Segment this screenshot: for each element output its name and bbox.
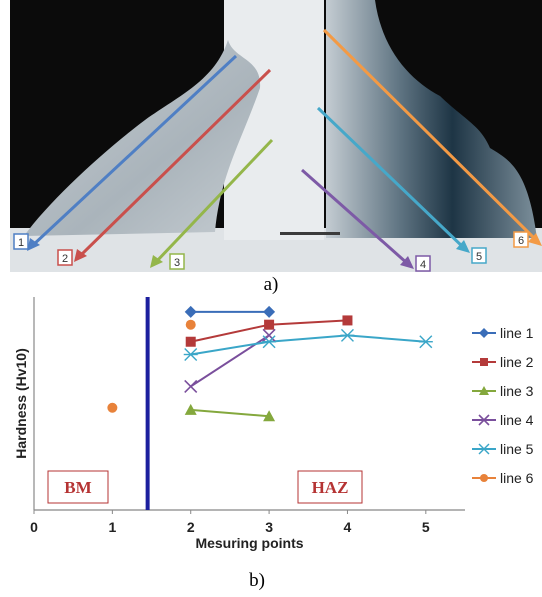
photo-label-4: 4 [420,259,426,271]
photo-arrowhead-1 [27,238,40,251]
photo-arrow-3 [154,138,274,264]
x-tick-label: 0 [30,519,38,535]
series-line-6-point [185,319,196,330]
photo-label-2: 2 [62,253,68,265]
legend-label-line-5: line 5 [500,441,534,457]
series-line-6-point [107,402,118,413]
series-line-1-point [184,305,197,318]
legend-marker-line-2 [480,358,488,366]
weld-macrograph: 1 2 3 4 5 6 [10,0,542,272]
series-line-3-point [263,410,276,422]
legend-marker-line-3 [479,386,489,395]
legend-marker-line-6 [480,474,488,482]
photo-label-box-3 [169,253,185,270]
legend-label-line-1: line 1 [500,325,534,341]
x-tick-label: 1 [108,519,116,535]
series-line-3-line [190,408,270,418]
caption-a: a) [263,274,279,295]
region-label-bm: BM [64,478,91,497]
photo-label-6: 6 [518,235,524,247]
legend-marker-line-4 [478,414,490,426]
legend-marker-line-1 [479,328,489,338]
photo-label-box-4 [415,255,431,272]
legend-label-line-2: line 2 [500,354,534,370]
series-line-1-point [263,305,276,318]
photo-label-box-2 [57,249,73,266]
series-line-5-line [190,334,426,356]
photo-arrowhead-2 [74,249,87,262]
photo-arrow-2 [78,68,272,258]
legend-label-line-6: line 6 [500,470,534,486]
caption-b: b) [249,570,265,591]
y-axis-title: Hardness (Hv10) [13,348,29,459]
series-line-3-point [184,403,197,415]
region-box-bm [47,470,109,504]
photo-label-box-5 [471,247,487,264]
region-label-haz: HAZ [312,478,349,497]
series-line-2-point [185,336,196,347]
x-tick-label: 5 [422,519,430,535]
photo-label-5: 5 [476,251,482,263]
series-line-5-point [183,348,198,362]
photo-arrow-1 [30,54,238,248]
series-line-2-point [342,315,353,326]
photo-arrowhead-4 [400,256,414,269]
photo-arrowhead-3 [150,255,163,268]
photo-arrowhead-5 [456,240,470,253]
series-line-4-point-stroke-b [262,328,276,342]
photo-right-fillet [326,0,537,238]
photo-arrowhead-6 [528,233,542,246]
legend-marker-line-4-stroke-b [478,414,490,426]
series-line-4-point [262,328,276,342]
series-line-5-point [340,328,355,342]
series-line-2-point [264,319,275,330]
series-line-4-point [184,379,198,394]
photo-root-line [280,232,340,235]
photo-arrow-6 [322,28,538,242]
series-line-4-point-stroke-b [184,379,198,394]
x-tick-label: 4 [344,519,352,535]
legend-marker-line-5 [478,443,490,455]
region-box-haz [297,470,363,504]
x-axis-title: Mesuring points [195,535,303,551]
photo-label-1: 1 [18,237,24,249]
photo-label-box-1 [13,233,29,250]
legend-label-line-4: line 4 [500,412,534,428]
legend-label-line-3: line 3 [500,383,534,399]
hardness-chart: 0 1 2 3 4 5 Mesuring points Hardness (Hv10) BM H… [13,297,534,551]
series-line-5-point [418,335,433,349]
photo-arrow-5 [316,106,466,250]
photo-label-box-6 [513,231,529,248]
x-tick-label: 2 [187,519,195,535]
photo-arrow-4 [301,168,409,266]
x-tick-label: 3 [265,519,273,535]
series-line-5-point [262,335,277,349]
photo-label-3: 3 [174,257,180,269]
